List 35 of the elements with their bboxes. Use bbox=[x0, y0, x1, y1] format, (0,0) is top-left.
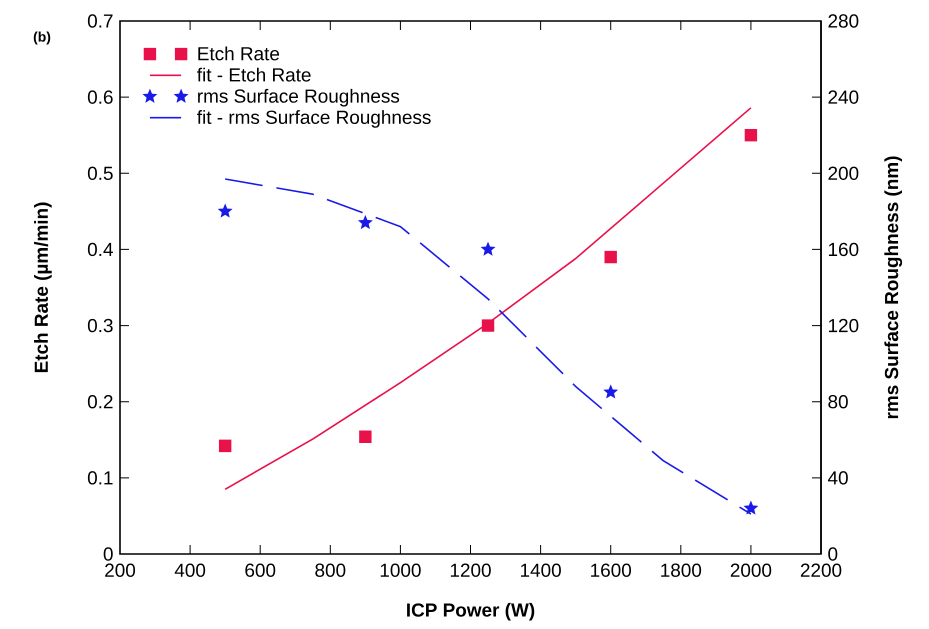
x-tick-label: 1200 bbox=[450, 564, 491, 577]
x-tick-label: 1000 bbox=[380, 564, 421, 577]
x-tick-label: 2200 bbox=[800, 564, 842, 577]
x-tick-label: 2000 bbox=[730, 564, 772, 577]
y-tick-label: 0.5 bbox=[88, 166, 113, 180]
y2-tick-label: 240 bbox=[828, 90, 858, 104]
y-tick-label: 0.7 bbox=[88, 14, 113, 28]
y-tick-label: 0.6 bbox=[88, 90, 113, 104]
y-tick-label: 0.4 bbox=[88, 242, 113, 256]
legend-label: rms Surface Roughness bbox=[198, 88, 400, 107]
x-tick-label: 1400 bbox=[520, 564, 561, 577]
x-tick-label: 200 bbox=[105, 564, 136, 577]
y-axis-title: Etch Rate (µm/min) bbox=[34, 202, 52, 372]
text: (b) bbox=[34, 31, 50, 44]
y2-tick-label: 280 bbox=[828, 14, 858, 28]
y2-axis-title: rms Surface Roughness (nm) bbox=[884, 156, 902, 418]
legend-label: Etch Rate bbox=[198, 46, 280, 60]
y2-tick-label: 0 bbox=[828, 547, 838, 561]
y2-tick-label: 40 bbox=[828, 471, 848, 485]
x-tick-label: 800 bbox=[315, 564, 346, 577]
y2-tick-label: 160 bbox=[828, 242, 858, 256]
x-tick-label: 1800 bbox=[661, 564, 702, 577]
x-tick-label: 600 bbox=[245, 564, 276, 577]
legend-label: fit - rms Surface Roughness bbox=[197, 110, 431, 128]
y2-tick-label: 200 bbox=[828, 166, 858, 180]
legend-label: fit - Etch Rate bbox=[197, 68, 311, 82]
y-tick-label: 0.1 bbox=[88, 471, 113, 485]
x-tick-label: 400 bbox=[174, 564, 206, 577]
y-tick-label: 0.3 bbox=[88, 318, 113, 332]
x-tick-label: 1600 bbox=[591, 564, 632, 577]
x-axis-title: ICP Power (W) bbox=[407, 602, 534, 620]
y2-tick-label: 120 bbox=[828, 318, 858, 332]
y2-tick-label: 80 bbox=[828, 395, 848, 408]
y-tick-label: 0.2 bbox=[88, 395, 113, 408]
y-tick-label: 0 bbox=[104, 547, 113, 561]
